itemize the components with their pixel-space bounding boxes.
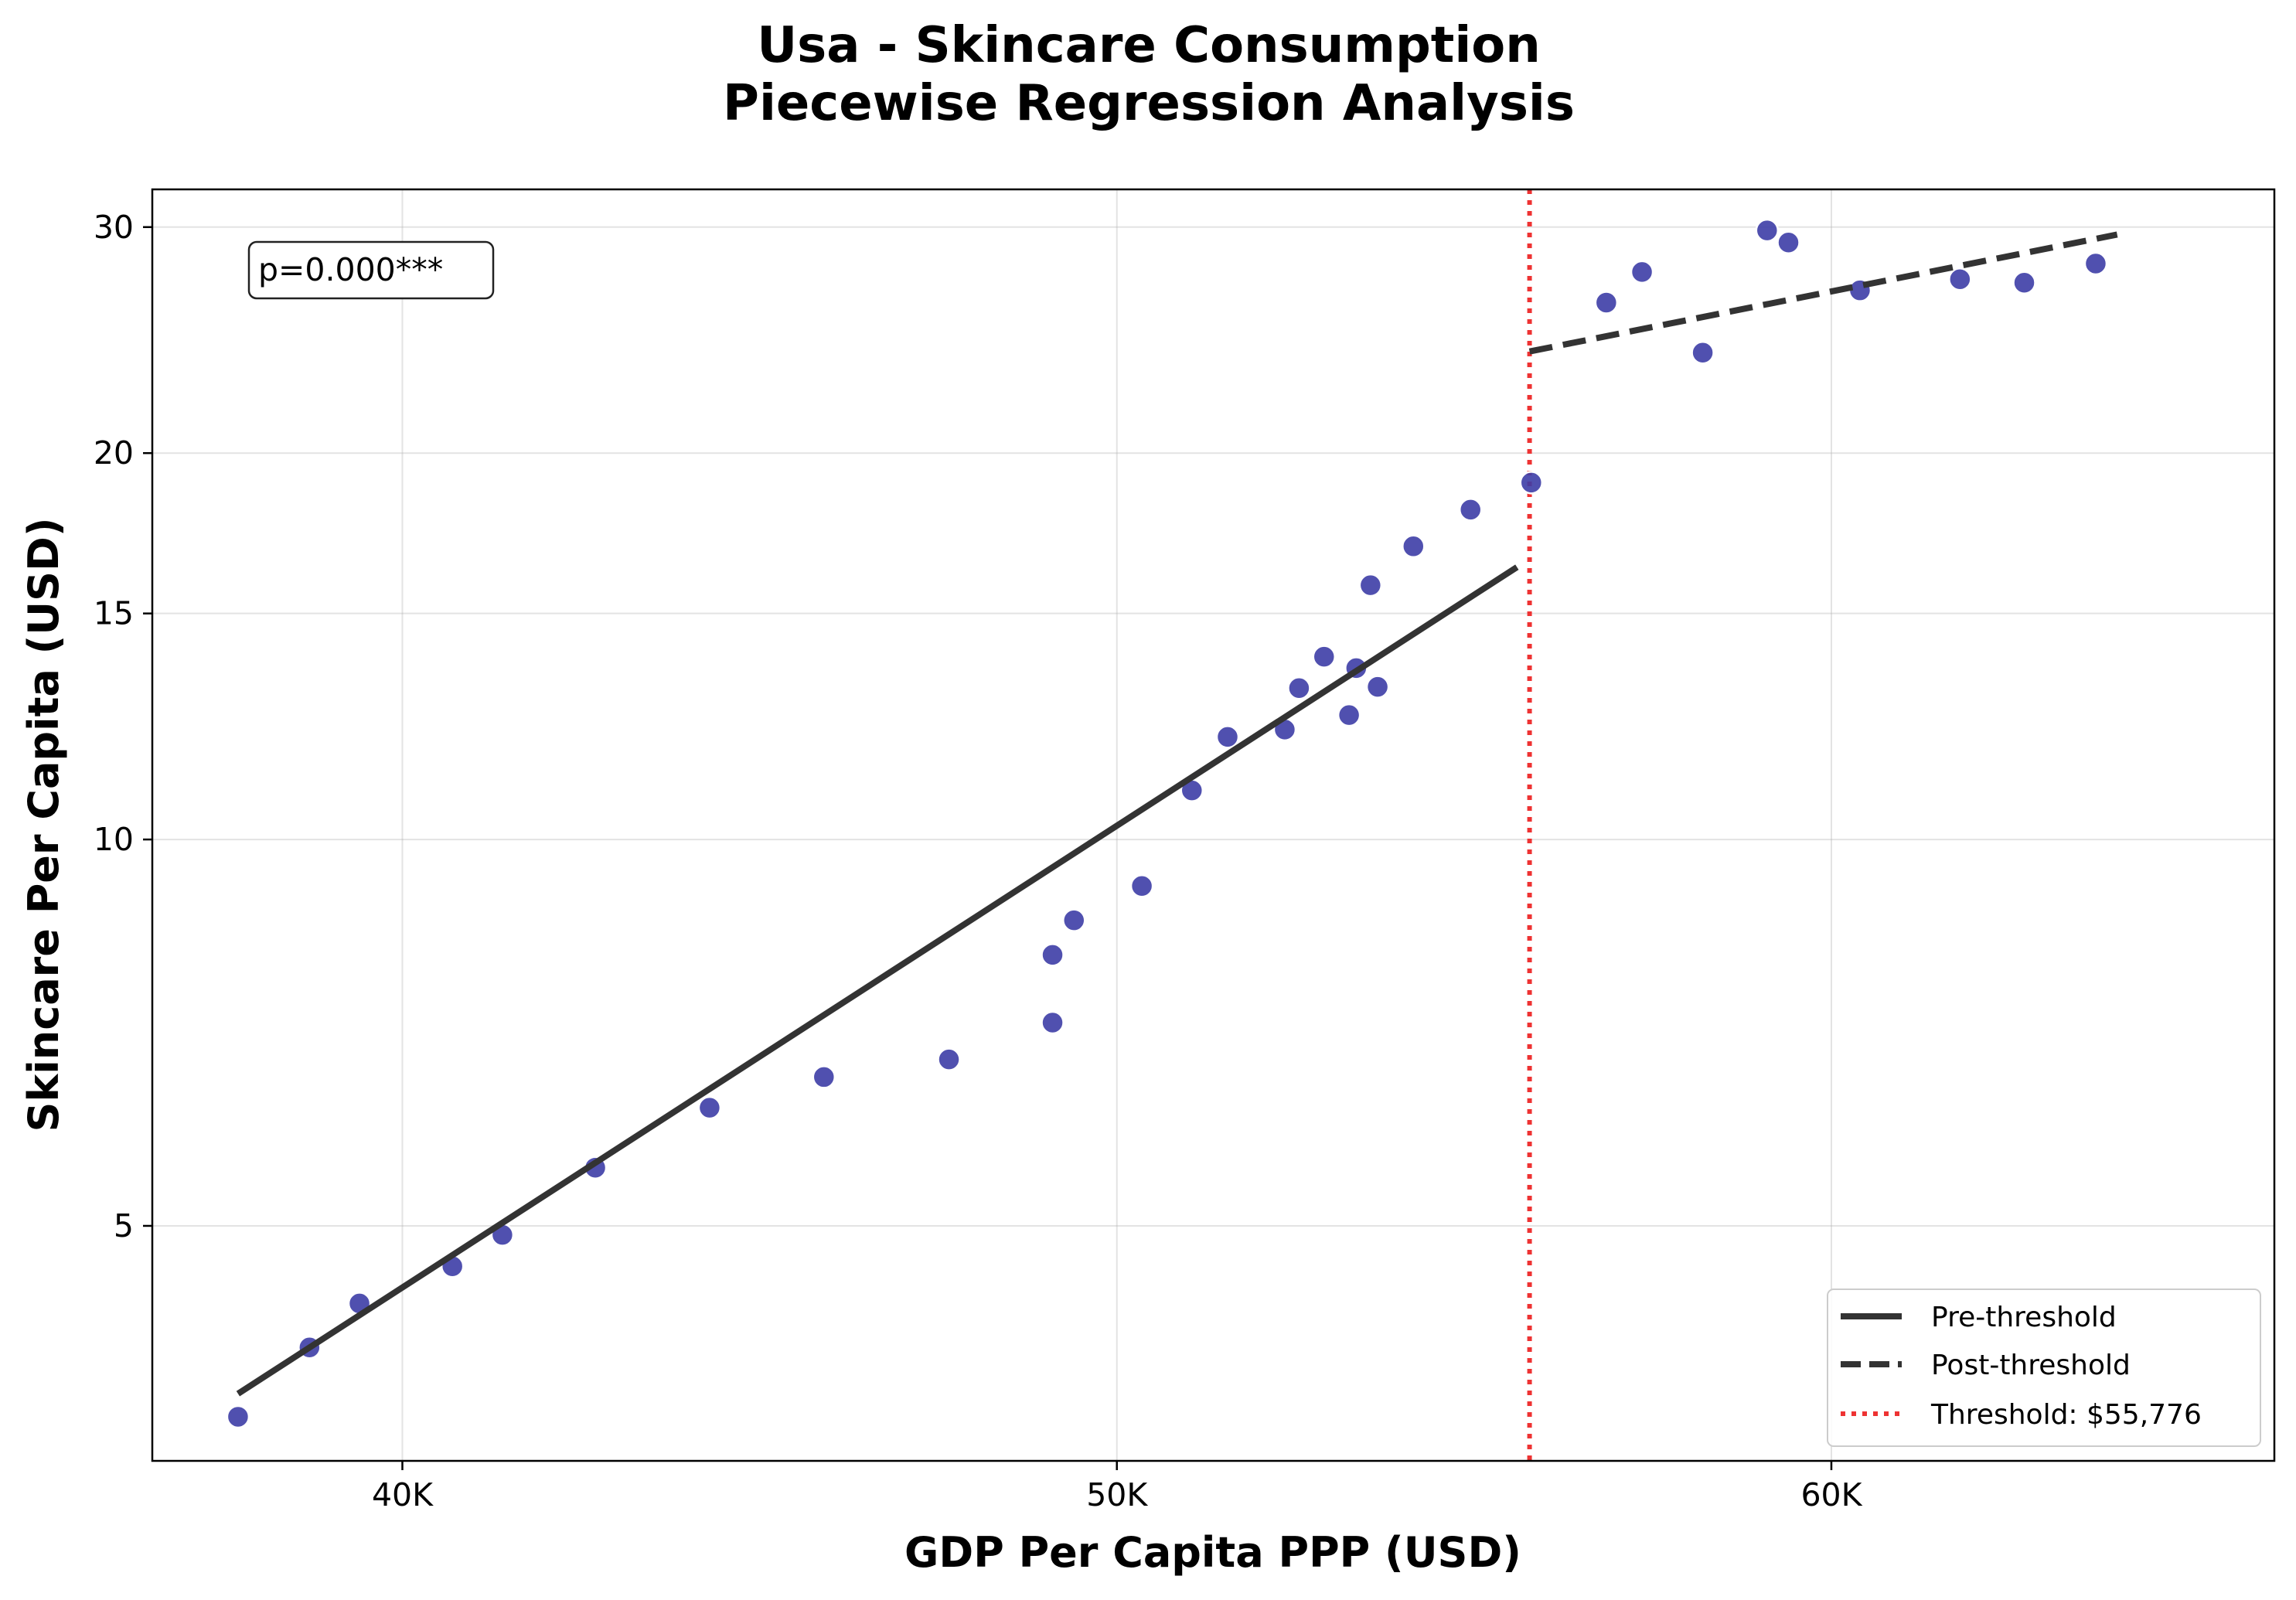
p-value-annotation: p=0.000***	[247, 240, 495, 300]
annotation-box	[247, 240, 495, 300]
data-point	[1041, 943, 1065, 967]
x-tick-label: 60K	[1800, 1476, 1862, 1513]
data-point	[1755, 218, 1780, 243]
data-point	[1594, 291, 1619, 315]
y-axis-label: Skincare Per Capita (USD)	[19, 517, 68, 1132]
legend: Pre-threshold Post-threshold Threshold: …	[1827, 1289, 2261, 1447]
axis-ticks: 40K 50K 60K 5 10 15 20 30	[94, 209, 1863, 1513]
data-point	[1312, 645, 1337, 669]
legend-frame	[1827, 1289, 2261, 1447]
data-point	[1458, 498, 1483, 522]
legend-label-post-threshold: Post-threshold	[1931, 1350, 2131, 1381]
y-tick-label: 30	[94, 209, 134, 246]
y-tick-label: 10	[94, 821, 134, 858]
legend-label-threshold: Threshold: $55,776	[1930, 1399, 2202, 1431]
data-point	[2083, 251, 2108, 276]
data-point	[1777, 230, 1800, 255]
data-point	[1691, 340, 1715, 365]
data-point	[1358, 573, 1383, 597]
data-point	[697, 1095, 722, 1120]
data-point	[1365, 675, 1390, 699]
post-threshold-fit-line	[1528, 231, 2118, 355]
plot-area	[152, 189, 2274, 1461]
data-point	[1948, 267, 1972, 291]
data-point	[1630, 260, 1654, 284]
pre-threshold-fit-line	[236, 564, 1519, 1397]
data-point	[226, 1404, 250, 1429]
data-point	[812, 1065, 836, 1089]
data-point	[1519, 471, 1544, 495]
x-tick-label: 50K	[1086, 1476, 1148, 1513]
annotation-text: p=0.000***	[258, 251, 443, 288]
y-tick-label: 15	[94, 595, 134, 632]
legend-label-pre-threshold: Pre-threshold	[1931, 1302, 2117, 1333]
data-point	[1041, 1010, 1065, 1035]
y-tick-label: 20	[94, 434, 134, 471]
data-point	[937, 1047, 961, 1071]
chart-title-line-2: Piecewise Regression Analysis	[723, 75, 1575, 132]
data-point	[1215, 725, 1240, 749]
data-point	[1062, 908, 1086, 932]
data-point	[1337, 703, 1361, 727]
data-point	[2012, 271, 2036, 295]
data-point	[1129, 873, 1154, 898]
chart-title-line-1: Usa - Skincare Consumption	[757, 17, 1541, 74]
data-point	[1402, 534, 1426, 559]
x-tick-label: 40K	[372, 1476, 434, 1513]
data-point	[1287, 676, 1311, 700]
scatter-points	[226, 218, 2108, 1429]
plot-frame	[151, 188, 2276, 1462]
y-tick-label: 5	[114, 1207, 134, 1244]
regression-lines	[236, 231, 2118, 1397]
x-axis-label: GDP Per Capita PPP (USD)	[904, 1528, 1521, 1577]
